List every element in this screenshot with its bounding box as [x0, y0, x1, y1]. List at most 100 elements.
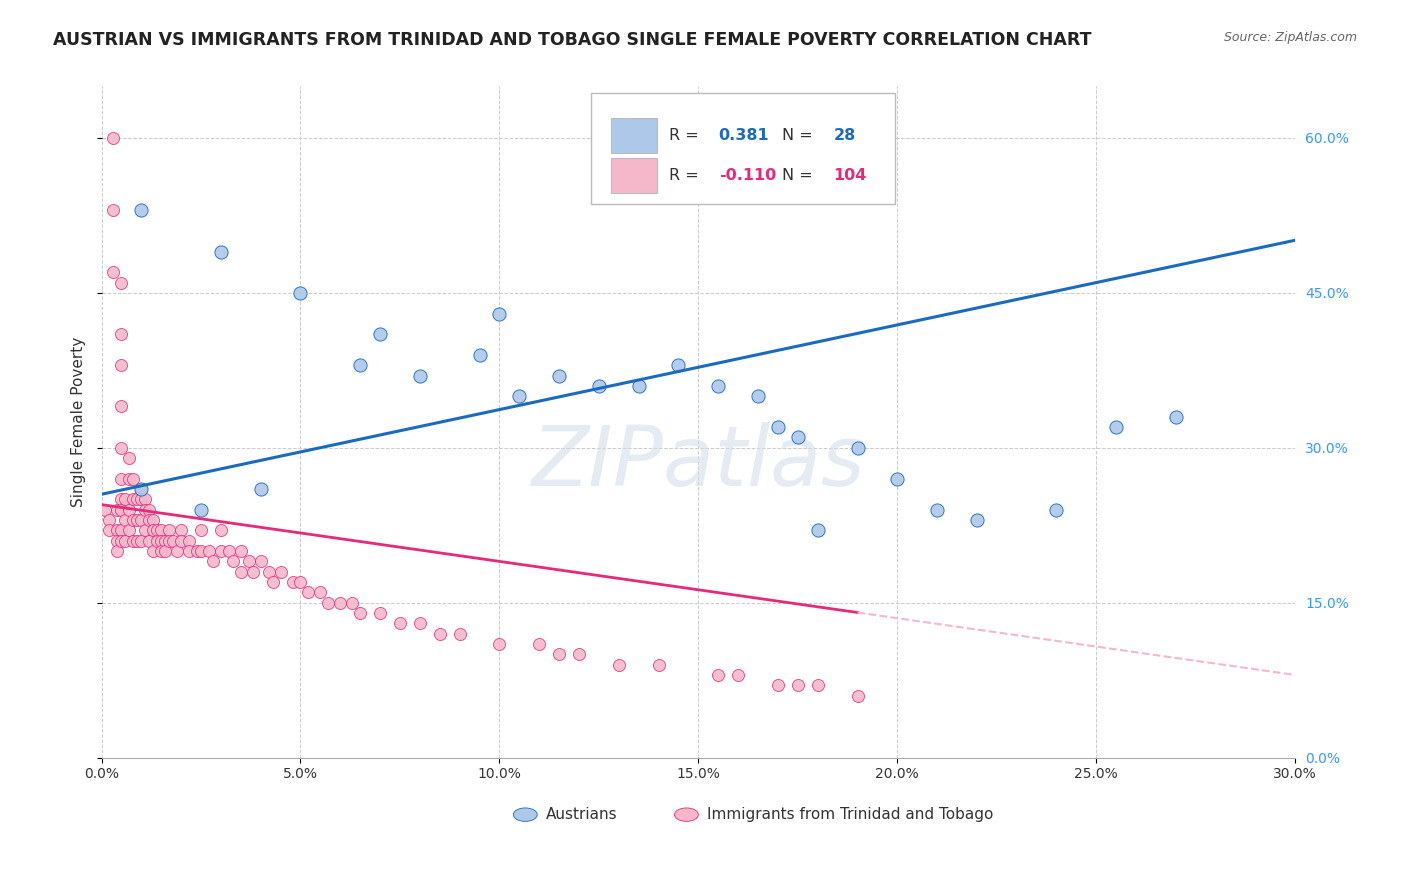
Point	[786, 430, 808, 444]
Point	[529, 637, 551, 651]
Point	[114, 492, 136, 507]
Point	[146, 533, 169, 548]
Text: AUSTRIAN VS IMMIGRANTS FROM TRINIDAD AND TOBAGO SINGLE FEMALE POVERTY CORRELATIO: AUSTRIAN VS IMMIGRANTS FROM TRINIDAD AND…	[53, 31, 1092, 49]
Point	[429, 626, 451, 640]
Point	[927, 502, 949, 516]
Point	[127, 492, 149, 507]
Point	[134, 492, 156, 507]
Point	[177, 544, 200, 558]
Point	[707, 668, 730, 682]
Point	[588, 379, 610, 393]
Point	[110, 400, 132, 414]
Point	[409, 368, 432, 383]
Text: N =: N =	[782, 128, 818, 143]
Point	[548, 648, 571, 662]
Point	[98, 513, 121, 527]
Point	[107, 524, 129, 538]
Point	[107, 544, 129, 558]
Point	[190, 524, 212, 538]
Point	[107, 502, 129, 516]
Point	[142, 544, 165, 558]
Point	[186, 544, 208, 558]
Point	[846, 441, 869, 455]
Point	[131, 492, 153, 507]
Point	[138, 533, 160, 548]
Point	[508, 389, 530, 403]
Point	[368, 327, 391, 342]
Point	[170, 533, 193, 548]
Bar	[612, 118, 657, 153]
Point	[118, 472, 141, 486]
Point	[127, 513, 149, 527]
Point	[807, 678, 830, 692]
Point	[886, 472, 908, 486]
Point	[218, 544, 240, 558]
Text: N =: N =	[782, 168, 818, 183]
Point	[166, 544, 188, 558]
Point	[142, 513, 165, 527]
Point	[127, 533, 149, 548]
Point	[318, 596, 340, 610]
Text: ZIPatlas: ZIPatlas	[531, 422, 865, 503]
Point	[170, 524, 193, 538]
Point	[449, 626, 471, 640]
Point	[150, 544, 173, 558]
Text: 0.381: 0.381	[718, 128, 769, 143]
Point	[786, 678, 808, 692]
Point	[568, 648, 591, 662]
Point	[262, 575, 284, 590]
Point	[190, 502, 212, 516]
Point	[110, 492, 132, 507]
Text: -0.110: -0.110	[718, 168, 776, 183]
Point	[607, 657, 630, 672]
Text: 28: 28	[834, 128, 855, 143]
Point	[309, 585, 332, 599]
Point	[201, 554, 224, 568]
Point	[270, 565, 292, 579]
Point	[249, 554, 271, 568]
Text: Austrians: Austrians	[546, 807, 617, 822]
Point	[110, 533, 132, 548]
Point	[368, 606, 391, 620]
Point	[131, 533, 153, 548]
Point	[114, 513, 136, 527]
Point	[238, 554, 260, 568]
FancyBboxPatch shape	[591, 93, 896, 204]
Point	[146, 524, 169, 538]
Point	[242, 565, 264, 579]
Point	[349, 358, 371, 372]
Point	[114, 533, 136, 548]
Point	[98, 524, 121, 538]
Text: Immigrants from Trinidad and Tobago: Immigrants from Trinidad and Tobago	[707, 807, 993, 822]
Text: 104: 104	[834, 168, 866, 183]
Text: R =: R =	[668, 128, 703, 143]
Point	[110, 524, 132, 538]
Point	[966, 513, 988, 527]
Point	[198, 544, 221, 558]
Point	[103, 131, 125, 145]
Bar	[612, 158, 657, 193]
Point	[1164, 409, 1187, 424]
Point	[647, 657, 669, 672]
Point	[177, 533, 200, 548]
Point	[1105, 420, 1128, 434]
Point	[846, 689, 869, 703]
Point	[131, 482, 153, 496]
Point	[281, 575, 304, 590]
Point	[138, 513, 160, 527]
Point	[131, 482, 153, 496]
Point	[229, 565, 252, 579]
Point	[548, 368, 571, 383]
Point	[409, 616, 432, 631]
Point	[807, 524, 830, 538]
Point	[110, 358, 132, 372]
Point	[190, 544, 212, 558]
Point	[138, 502, 160, 516]
Point	[122, 492, 145, 507]
Point	[340, 596, 363, 610]
Point	[150, 524, 173, 538]
Point	[1045, 502, 1067, 516]
Point	[157, 524, 180, 538]
Point	[131, 513, 153, 527]
Point	[297, 585, 319, 599]
